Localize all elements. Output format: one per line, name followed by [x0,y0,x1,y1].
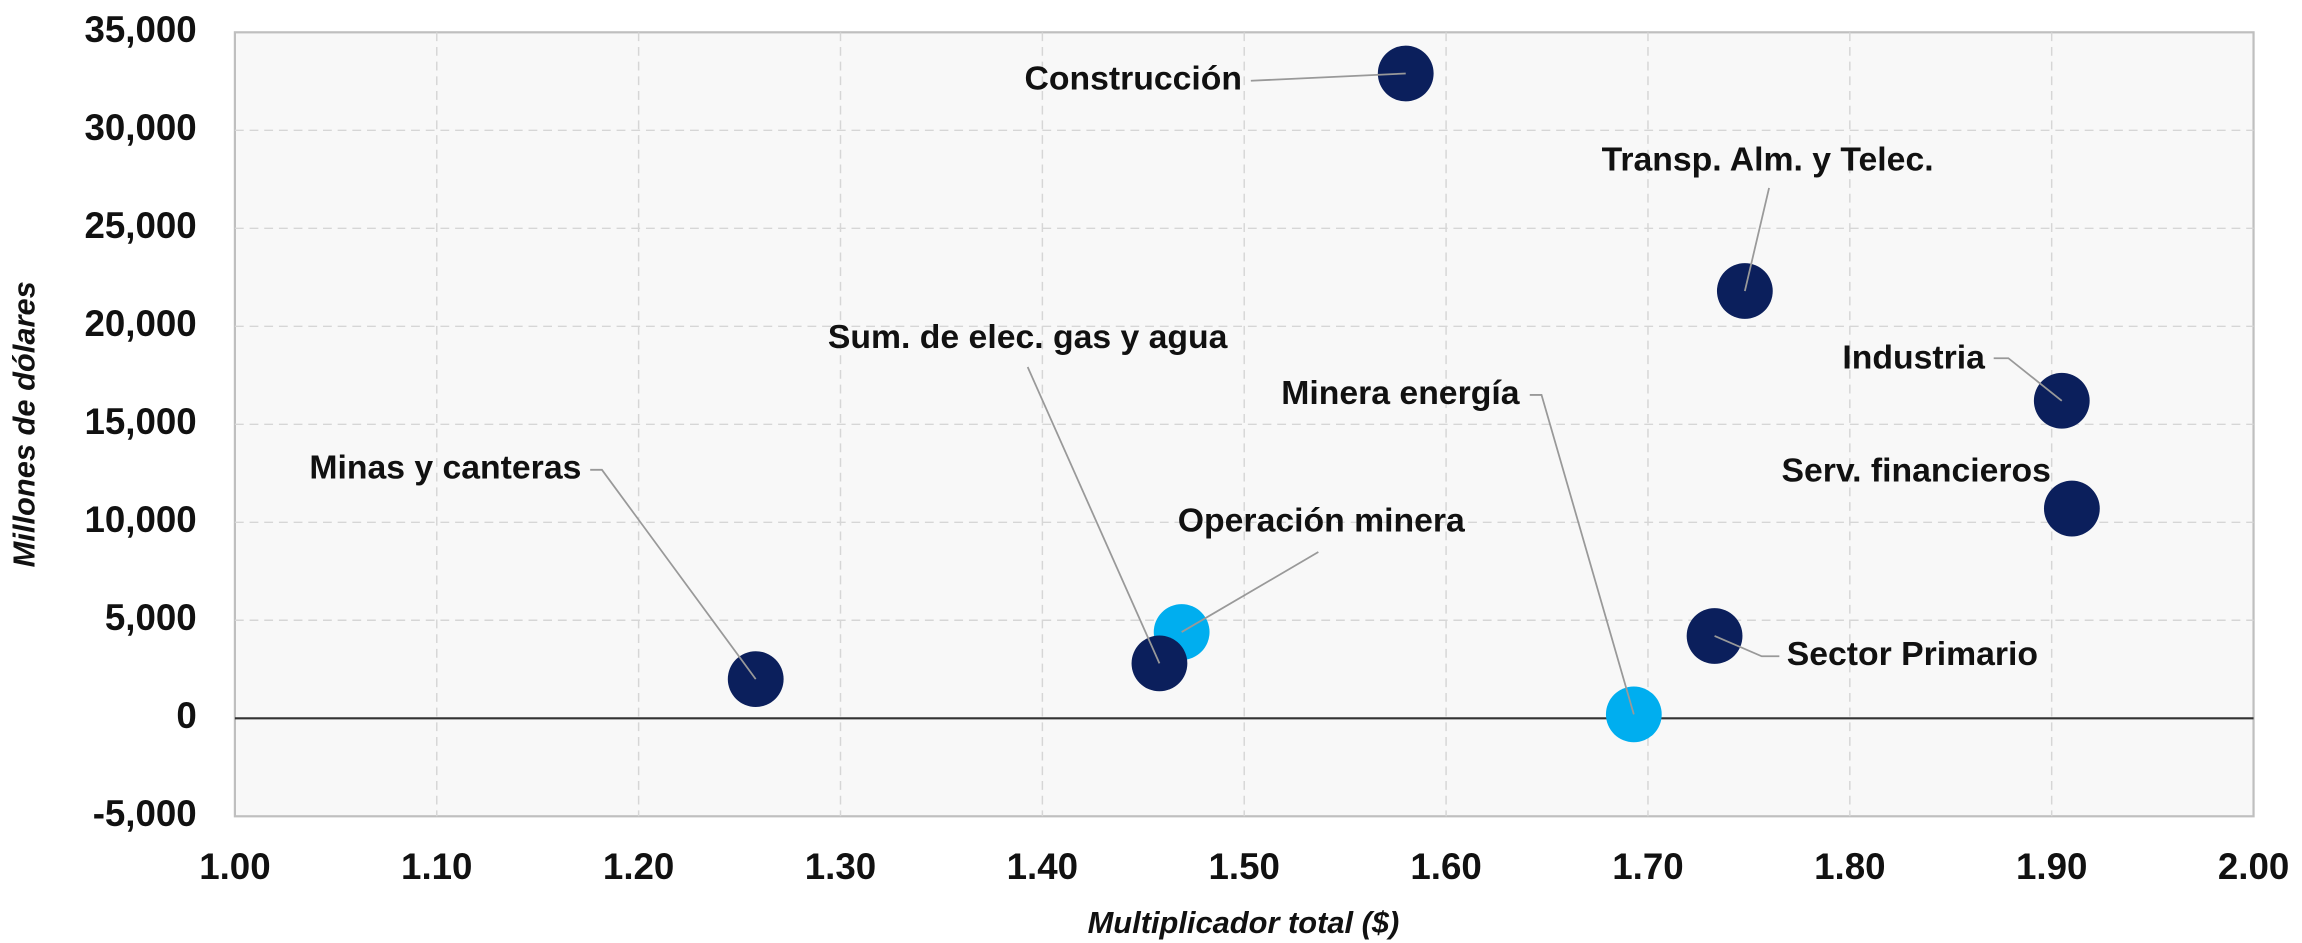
leader-line [1993,357,2063,402]
y-tick-label: 15,000 [85,401,197,442]
point-label: Construcción [1025,60,1243,98]
point-label: Serv. financieros [1781,452,2050,490]
x-tick-label: 1.40 [1007,846,1078,887]
leader-line [1250,72,1406,82]
y-tick-label: 35,000 [85,9,197,50]
y-axis-title: Millones de dólares [7,281,42,567]
x-tick-label: 2.00 [2218,846,2289,887]
point [2043,480,2100,537]
y-tick-label: 5,000 [105,597,197,638]
y-tick-label: 20,000 [85,303,197,344]
point-label: Minera energía [1281,374,1519,412]
y-tick-label: -5,000 [93,793,197,834]
y-tick-label: 30,000 [85,107,197,148]
x-tick-label: 1.00 [199,846,270,887]
leader-line [1026,366,1161,664]
leader-line [1181,551,1319,633]
x-tick-label: 1.20 [603,846,674,887]
point-label: Minas y canteras [309,449,581,487]
x-tick-label: 1.30 [805,846,876,887]
point [1377,45,1434,102]
x-tick-label: 1.90 [2016,846,2087,887]
point-label: Operación minera [1178,502,1465,540]
point-label: Sum. de elec. gas y agua [828,318,1228,356]
x-tick-label: 1.10 [401,846,472,887]
leader-line [1714,635,1780,658]
x-tick-label: 1.60 [1410,846,1481,887]
point-label: Sector Primario [1787,635,2038,673]
point [2033,372,2090,429]
leader-line [590,468,757,680]
point-label: Transp. Alm. y Telec. [1602,140,1934,178]
x-tick-label: 1.80 [1814,846,1885,887]
y-tick-label: 25,000 [85,205,197,246]
leader-line [1529,394,1635,715]
y-tick-label: 0 [176,695,196,736]
leader-line [1743,187,1770,292]
x-axis-title: Multiplicador total ($) [1088,905,1400,940]
x-tick-label: 1.70 [1612,846,1683,887]
point-label: Industria [1842,339,1985,377]
y-tick-label: 10,000 [85,499,197,540]
x-tick-label: 1.50 [1209,846,1280,887]
